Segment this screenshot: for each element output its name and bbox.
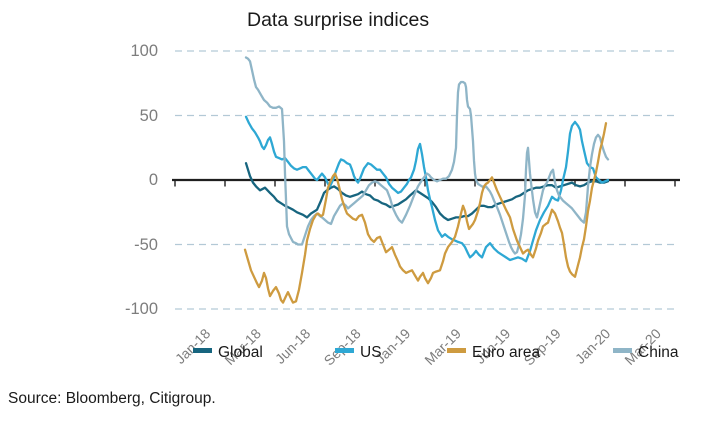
legend-item-us: US xyxy=(335,341,382,362)
chart-title: Data surprise indices xyxy=(247,9,430,31)
legend-item-euro-area: Euro area xyxy=(447,341,540,362)
series-line-us xyxy=(244,115,610,263)
legend-swatch-icon xyxy=(193,348,212,353)
legend-label: US xyxy=(360,344,382,361)
series-line-china xyxy=(244,56,610,255)
y-tick-label: 0 xyxy=(148,171,158,189)
legend-item-global: Global xyxy=(193,341,263,362)
legend-swatch-icon xyxy=(335,348,354,353)
legend-label: China xyxy=(638,344,679,361)
y-tick-label: -50 xyxy=(134,235,158,254)
y-tick-label: 100 xyxy=(130,42,158,60)
legend-item-china: China xyxy=(613,341,679,362)
legend-swatch-icon xyxy=(447,348,466,353)
y-tick-label: -100 xyxy=(124,300,158,318)
source-note: Source: Bloomberg, Citigroup. xyxy=(8,390,216,407)
series-line-euro-area xyxy=(243,122,608,304)
series-line-global xyxy=(244,162,610,222)
legend-label: Global xyxy=(218,344,263,361)
y-tick-label: 50 xyxy=(139,106,158,125)
plot-area xyxy=(172,50,680,310)
legend-swatch-icon xyxy=(613,348,632,353)
legend-label: Euro area xyxy=(472,344,541,361)
